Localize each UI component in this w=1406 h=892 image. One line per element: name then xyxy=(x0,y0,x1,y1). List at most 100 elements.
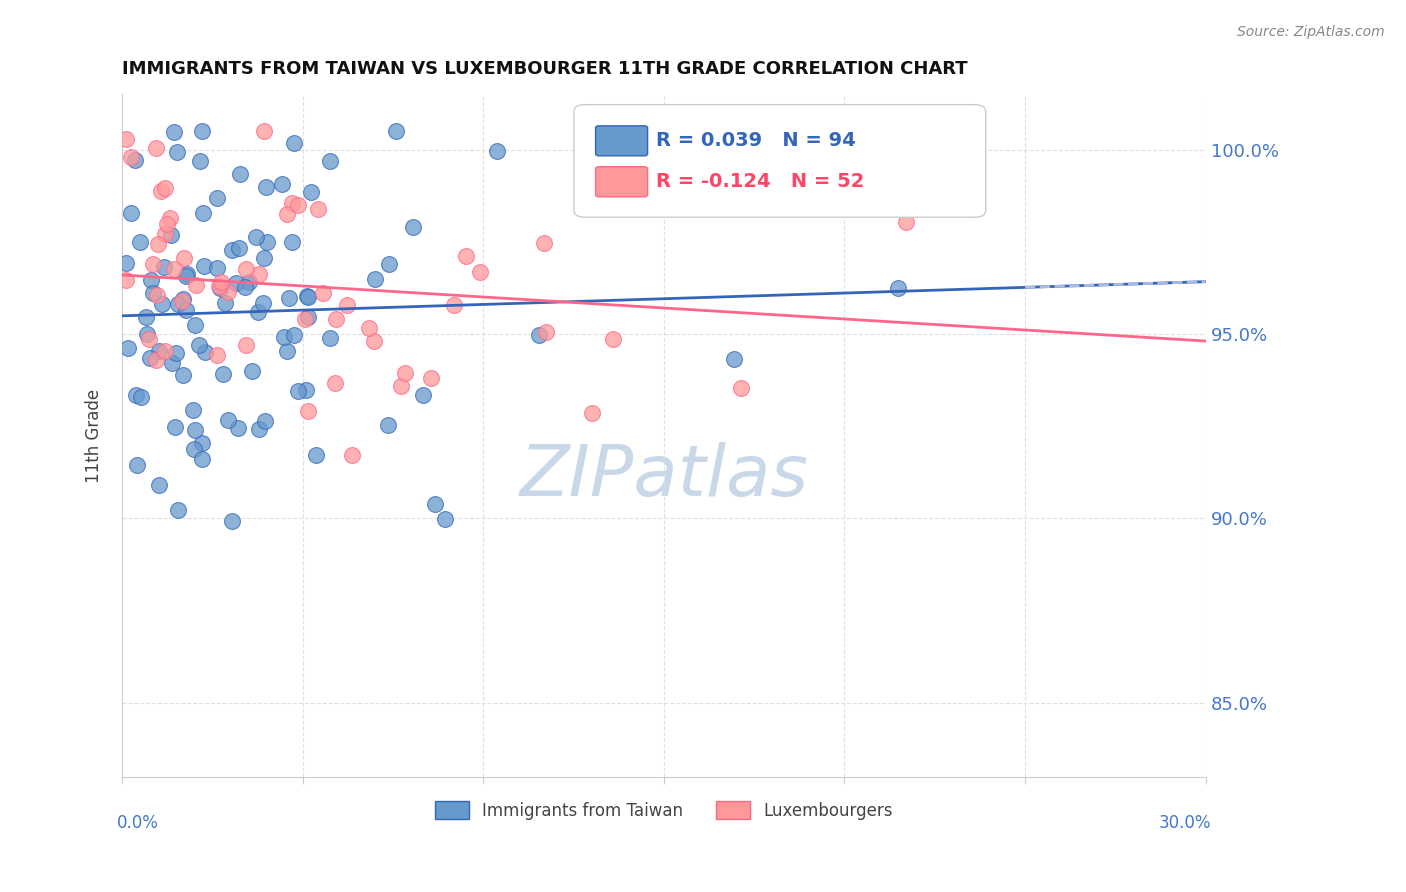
Point xyxy=(276,207,298,221)
Point xyxy=(412,388,434,402)
Point xyxy=(283,327,305,342)
Point xyxy=(173,252,195,266)
Point xyxy=(176,267,198,281)
Point xyxy=(394,367,416,381)
Point xyxy=(228,167,250,181)
Point xyxy=(225,276,247,290)
Point xyxy=(148,344,170,359)
Point xyxy=(114,132,136,146)
Point xyxy=(166,145,188,160)
Point xyxy=(172,368,194,382)
Point xyxy=(163,125,186,139)
Point xyxy=(172,293,194,308)
Point xyxy=(287,384,309,398)
Point xyxy=(214,296,236,310)
Point xyxy=(228,241,250,255)
Point xyxy=(152,260,174,274)
Point xyxy=(325,312,347,326)
Point xyxy=(159,211,181,225)
Point xyxy=(142,285,165,300)
Point xyxy=(377,417,399,432)
Point xyxy=(389,378,412,392)
Point xyxy=(184,277,207,292)
Point xyxy=(136,326,159,341)
Point xyxy=(280,196,302,211)
Point xyxy=(283,136,305,150)
Point xyxy=(276,344,298,359)
Point xyxy=(247,422,270,436)
Point xyxy=(184,318,207,333)
Point xyxy=(336,298,359,312)
Point xyxy=(527,328,550,343)
Point xyxy=(125,458,148,473)
Point xyxy=(297,310,319,324)
Point xyxy=(156,217,179,231)
Text: Source: ZipAtlas.com: Source: ZipAtlas.com xyxy=(1237,25,1385,39)
Point xyxy=(485,144,508,158)
Text: R = -0.124   N = 52: R = -0.124 N = 52 xyxy=(657,171,865,191)
Text: R = 0.039   N = 94: R = 0.039 N = 94 xyxy=(657,130,856,150)
Point xyxy=(217,285,239,299)
Point xyxy=(287,198,309,212)
Point xyxy=(124,153,146,167)
Point xyxy=(233,280,256,294)
Point xyxy=(149,184,172,198)
Point xyxy=(256,235,278,249)
Point xyxy=(138,332,160,346)
Point xyxy=(221,244,243,258)
Point xyxy=(723,351,745,366)
Point xyxy=(297,404,319,418)
Point xyxy=(114,255,136,269)
Point xyxy=(117,341,139,355)
Point xyxy=(191,452,214,467)
Point xyxy=(297,288,319,302)
Point xyxy=(247,267,270,281)
Point xyxy=(443,298,465,312)
Point xyxy=(152,297,174,311)
FancyBboxPatch shape xyxy=(596,126,648,156)
Point xyxy=(184,423,207,437)
Point xyxy=(581,406,603,420)
Point xyxy=(294,312,316,326)
Point xyxy=(297,290,319,304)
Point xyxy=(682,124,704,138)
Point xyxy=(146,287,169,301)
Point xyxy=(162,355,184,369)
Point xyxy=(165,345,187,359)
Point xyxy=(183,442,205,456)
Point xyxy=(254,180,277,194)
Point xyxy=(163,262,186,277)
Legend: Immigrants from Taiwan, Luxembourgers: Immigrants from Taiwan, Luxembourgers xyxy=(429,795,898,826)
Point xyxy=(887,281,910,295)
Point xyxy=(319,154,342,169)
Point xyxy=(148,236,170,251)
Point xyxy=(207,260,229,275)
Point xyxy=(209,275,232,289)
Point xyxy=(363,334,385,349)
Point xyxy=(253,251,276,265)
Text: 30.0%: 30.0% xyxy=(1159,814,1211,832)
Point xyxy=(730,381,752,395)
Point xyxy=(252,296,274,310)
Point xyxy=(145,141,167,155)
Point xyxy=(193,259,215,273)
Point xyxy=(470,265,492,279)
Point xyxy=(294,383,316,397)
Point xyxy=(419,371,441,385)
Point xyxy=(359,320,381,334)
Point xyxy=(304,448,326,462)
Point xyxy=(128,235,150,249)
Point xyxy=(456,249,478,263)
Point xyxy=(364,272,387,286)
Point xyxy=(194,345,217,359)
Point xyxy=(221,514,243,528)
Point xyxy=(114,273,136,287)
Point xyxy=(533,235,555,250)
Point xyxy=(247,305,270,319)
Point xyxy=(153,344,176,359)
Point xyxy=(166,297,188,311)
Point xyxy=(121,150,143,164)
Point xyxy=(193,206,215,220)
Point xyxy=(207,348,229,362)
Point xyxy=(205,191,228,205)
